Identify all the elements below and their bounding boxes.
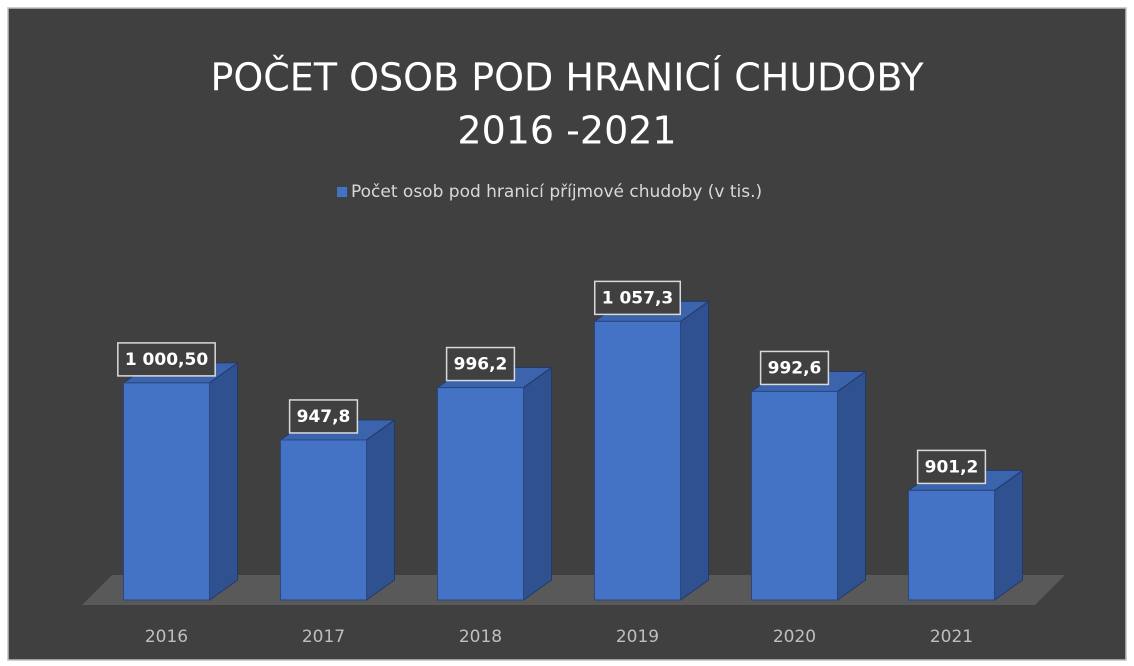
data-label: 1 000,50 [125,350,209,370]
data-label: 1 057,3 [602,288,674,308]
legend-label: Počet osob pod hranicí příjmové chudoby … [351,182,762,202]
bar [594,320,681,601]
chart-title: 2016 -2021 [457,109,676,153]
x-tick-label: 2017 [302,627,345,647]
data-label-box [117,342,216,377]
bar-side [680,300,709,601]
data-label: 996,2 [454,355,508,375]
x-tick-label: 2020 [773,627,816,647]
data-label: 901,2 [925,457,979,477]
x-tick-label: 2018 [459,627,502,647]
chart-title: POČET OSOB POD HRANICÍ CHUDOBY [210,56,924,100]
bar [437,387,524,601]
data-label-box [593,280,682,316]
data-label: 947,8 [297,407,351,427]
x-tick-label: 2019 [616,627,659,647]
data-label-box [759,350,830,386]
bar-side [994,469,1023,601]
bar [123,382,210,601]
data-label-box [288,399,359,434]
bar-side [209,361,238,601]
bar [751,390,838,601]
data-label: 992,6 [768,358,822,378]
legend-swatch [337,187,347,197]
data-label-box [916,449,987,485]
bar-side [366,418,395,601]
bar [908,489,995,601]
x-tick-label: 2016 [145,627,188,647]
data-label-box [445,346,516,382]
bar-side [523,366,552,601]
x-tick-label: 2021 [930,627,973,647]
bar [280,439,367,601]
bar-side [837,370,866,601]
